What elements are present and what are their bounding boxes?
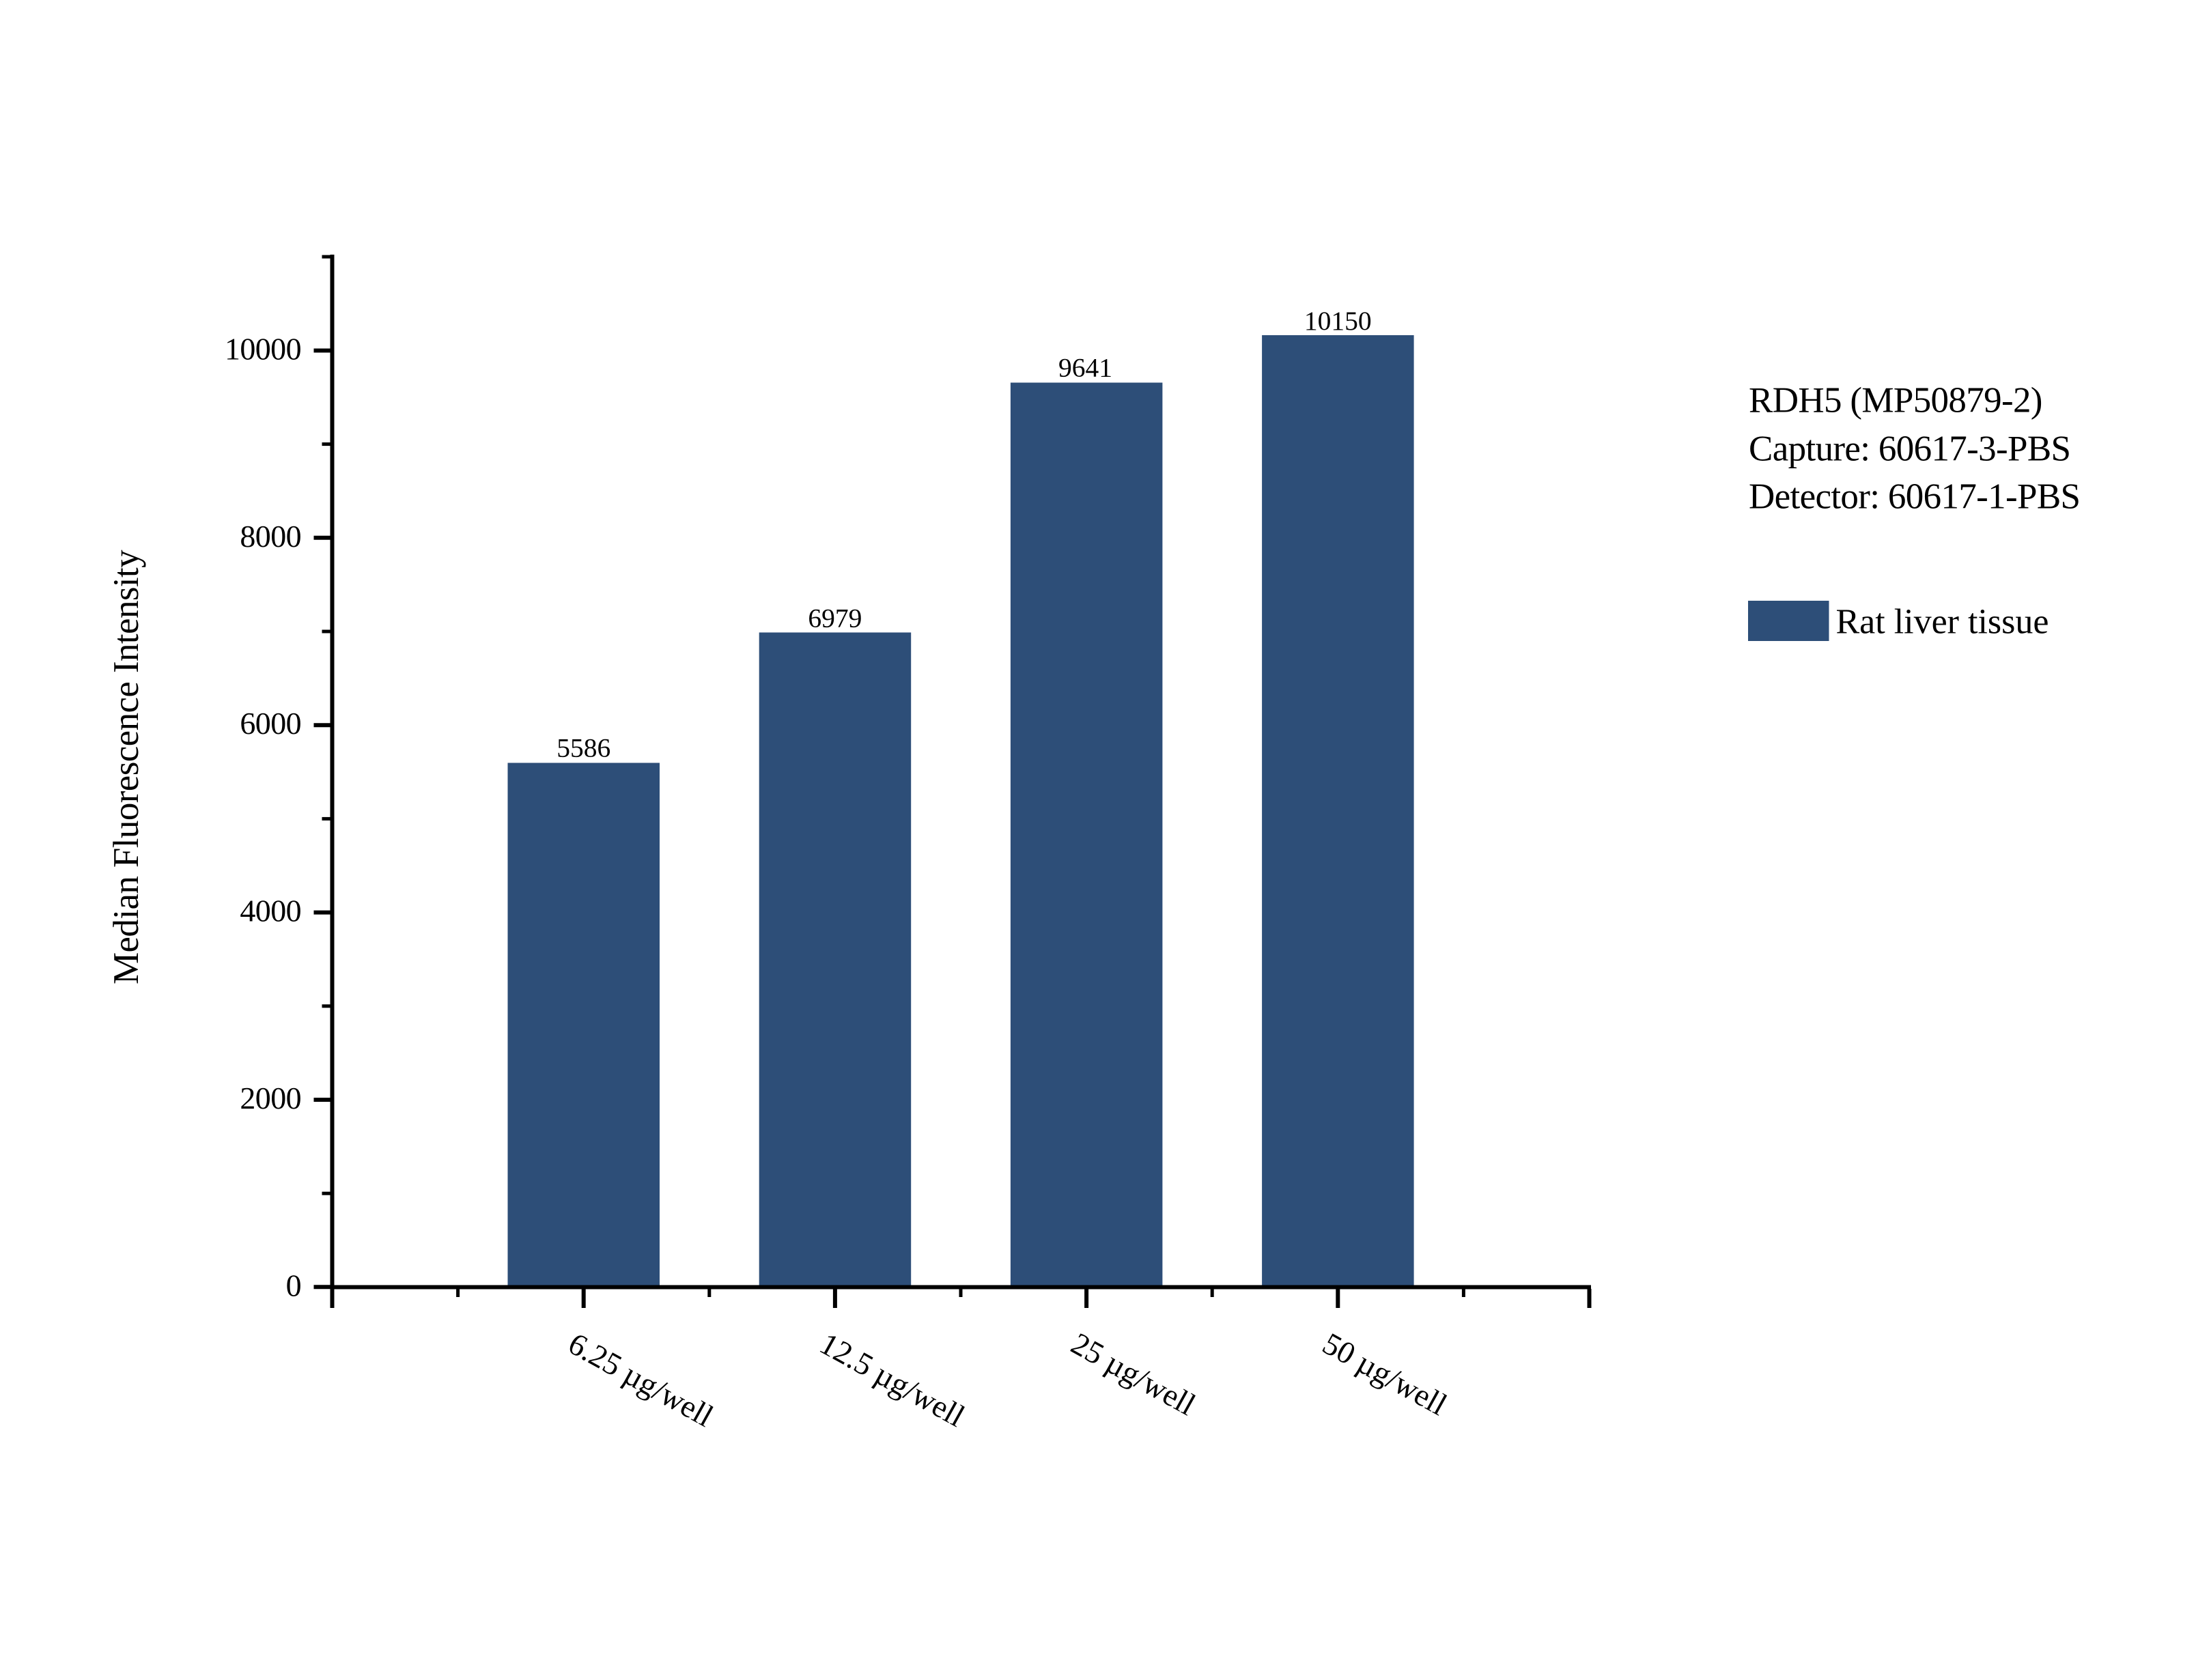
svg-text:9641: 9641 [1058,353,1112,383]
svg-text:Rat liver tissue: Rat liver tissue [1836,603,2049,642]
svg-text:8000: 8000 [240,519,301,554]
svg-text:Capture: 60617-3-PBS: Capture: 60617-3-PBS [1749,429,2070,468]
svg-text:Detector: 60617-1-PBS: Detector: 60617-1-PBS [1749,477,2080,517]
svg-text:RDH5 (MP50879-2): RDH5 (MP50879-2) [1749,381,2042,421]
svg-text:6000: 6000 [240,706,301,741]
svg-text:0: 0 [286,1268,301,1302]
svg-text:10000: 10000 [225,332,301,367]
svg-text:6979: 6979 [808,603,862,633]
svg-text:5586: 5586 [557,733,610,763]
svg-text:Median Fluorescence Intensity: Median Fluorescence Intensity [107,550,146,984]
svg-text:4000: 4000 [240,894,301,928]
svg-text:2000: 2000 [240,1081,301,1115]
svg-text:10150: 10150 [1304,306,1372,336]
